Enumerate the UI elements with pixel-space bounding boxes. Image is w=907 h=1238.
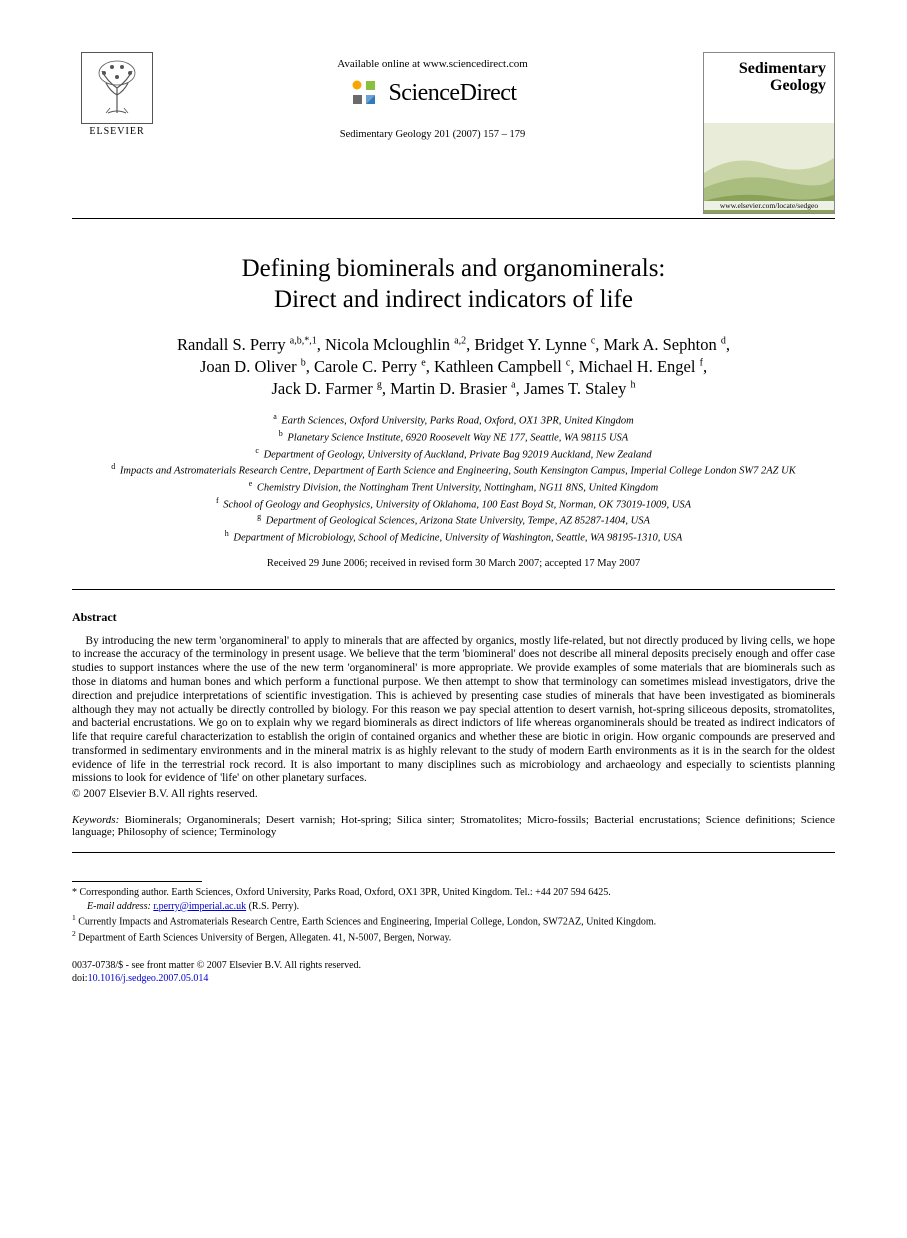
- corresponding-email-link[interactable]: r.perry@imperial.ac.uk: [153, 901, 246, 912]
- title-line2: Direct and indirect indicators of life: [274, 286, 633, 313]
- header-center: Available online at www.sciencedirect.co…: [162, 52, 703, 140]
- elsevier-tree-icon: [81, 52, 153, 124]
- keywords-text: Biominerals; Organominerals; Desert varn…: [72, 814, 835, 838]
- affiliation-line: a Earth Sciences, Oxford University, Par…: [72, 412, 835, 429]
- journal-cover-art-icon: [704, 123, 834, 213]
- footnote-2-text: Department of Earth Sciences University …: [78, 932, 451, 943]
- abstract-body: By introducing the new term 'organominer…: [72, 635, 835, 787]
- affiliation-line: g Department of Geological Sciences, Ari…: [72, 512, 835, 529]
- abstract-copyright: © 2007 Elsevier B.V. All rights reserved…: [72, 788, 835, 800]
- footnotes: * Corresponding author. Earth Sciences, …: [72, 881, 835, 945]
- affiliation-line: f School of Geology and Geophysics, Univ…: [72, 496, 835, 513]
- publisher-block: ELSEVIER: [72, 52, 162, 137]
- journal-title-line1: Sedimentary: [739, 60, 826, 77]
- author-list: Randall S. Perry a,b,*,1, Nicola Mclough…: [72, 334, 835, 401]
- doi-line: doi:10.1016/j.sedgeo.2007.05.014: [72, 972, 835, 985]
- rule-top: [72, 218, 835, 219]
- journal-title-line2: Geology: [770, 77, 826, 94]
- journal-url[interactable]: www.elsevier.com/locate/sedgeo: [704, 201, 834, 210]
- footnote-1-text: Currently Impacts and Astromaterials Res…: [78, 917, 656, 928]
- affiliation-list: a Earth Sciences, Oxford University, Par…: [72, 412, 835, 545]
- affiliation-line: d Impacts and Astromaterials Research Ce…: [72, 462, 835, 479]
- front-matter-line: 0037-0738/$ - see front matter © 2007 El…: [72, 959, 835, 972]
- article-title: Defining biominerals and organominerals:…: [72, 253, 835, 316]
- rule-bottom: [72, 852, 835, 853]
- footnote-corresponding-text: * Corresponding author. Earth Sciences, …: [72, 887, 611, 898]
- title-line1: Defining biominerals and organominerals:: [242, 255, 666, 282]
- abstract-heading: Abstract: [72, 610, 835, 625]
- journal-cover-title: Sedimentary Geology: [739, 61, 826, 95]
- citation-line: Sedimentary Geology 201 (2007) 157 – 179: [162, 129, 703, 140]
- affiliation-line: h Department of Microbiology, School of …: [72, 529, 835, 546]
- sciencedirect-text: ScienceDirect: [388, 80, 516, 107]
- sciencedirect-icon: [348, 76, 382, 110]
- affiliation-line: b Planetary Science Institute, 6920 Roos…: [72, 429, 835, 446]
- email-attribution: (R.S. Perry).: [246, 901, 299, 912]
- footnotes-rule: [72, 881, 202, 882]
- email-label: E-mail address:: [87, 901, 151, 912]
- article-dates: Received 29 June 2006; received in revis…: [72, 558, 835, 569]
- keywords-label: Keywords:: [72, 814, 119, 826]
- footnote-email-line: E-mail address: r.perry@imperial.ac.uk (…: [72, 900, 835, 914]
- doi-label: doi:: [72, 973, 88, 984]
- available-online-text: Available online at www.sciencedirect.co…: [162, 58, 703, 70]
- affiliation-line: e Chemistry Division, the Nottingham Tre…: [72, 479, 835, 496]
- doi-link[interactable]: 10.1016/j.sedgeo.2007.05.014: [88, 973, 209, 984]
- footer: 0037-0738/$ - see front matter © 2007 El…: [72, 959, 835, 985]
- publisher-name: ELSEVIER: [72, 126, 162, 137]
- sciencedirect-logo: ScienceDirect: [348, 76, 516, 110]
- page: ELSEVIER Available online at www.science…: [0, 0, 907, 1025]
- rule-mid: [72, 589, 835, 590]
- footnote-2: 2 Department of Earth Sciences Universit…: [72, 929, 835, 945]
- footnote-corresponding: * Corresponding author. Earth Sciences, …: [72, 886, 835, 900]
- journal-cover: Sedimentary Geology www.elsevier.com/loc…: [703, 52, 835, 214]
- footnote-1: 1 Currently Impacts and Astromaterials R…: [72, 913, 835, 929]
- header-row: ELSEVIER Available online at www.science…: [72, 52, 835, 214]
- affiliation-line: c Department of Geology, University of A…: [72, 446, 835, 463]
- keywords: Keywords: Biominerals; Organominerals; D…: [72, 814, 835, 838]
